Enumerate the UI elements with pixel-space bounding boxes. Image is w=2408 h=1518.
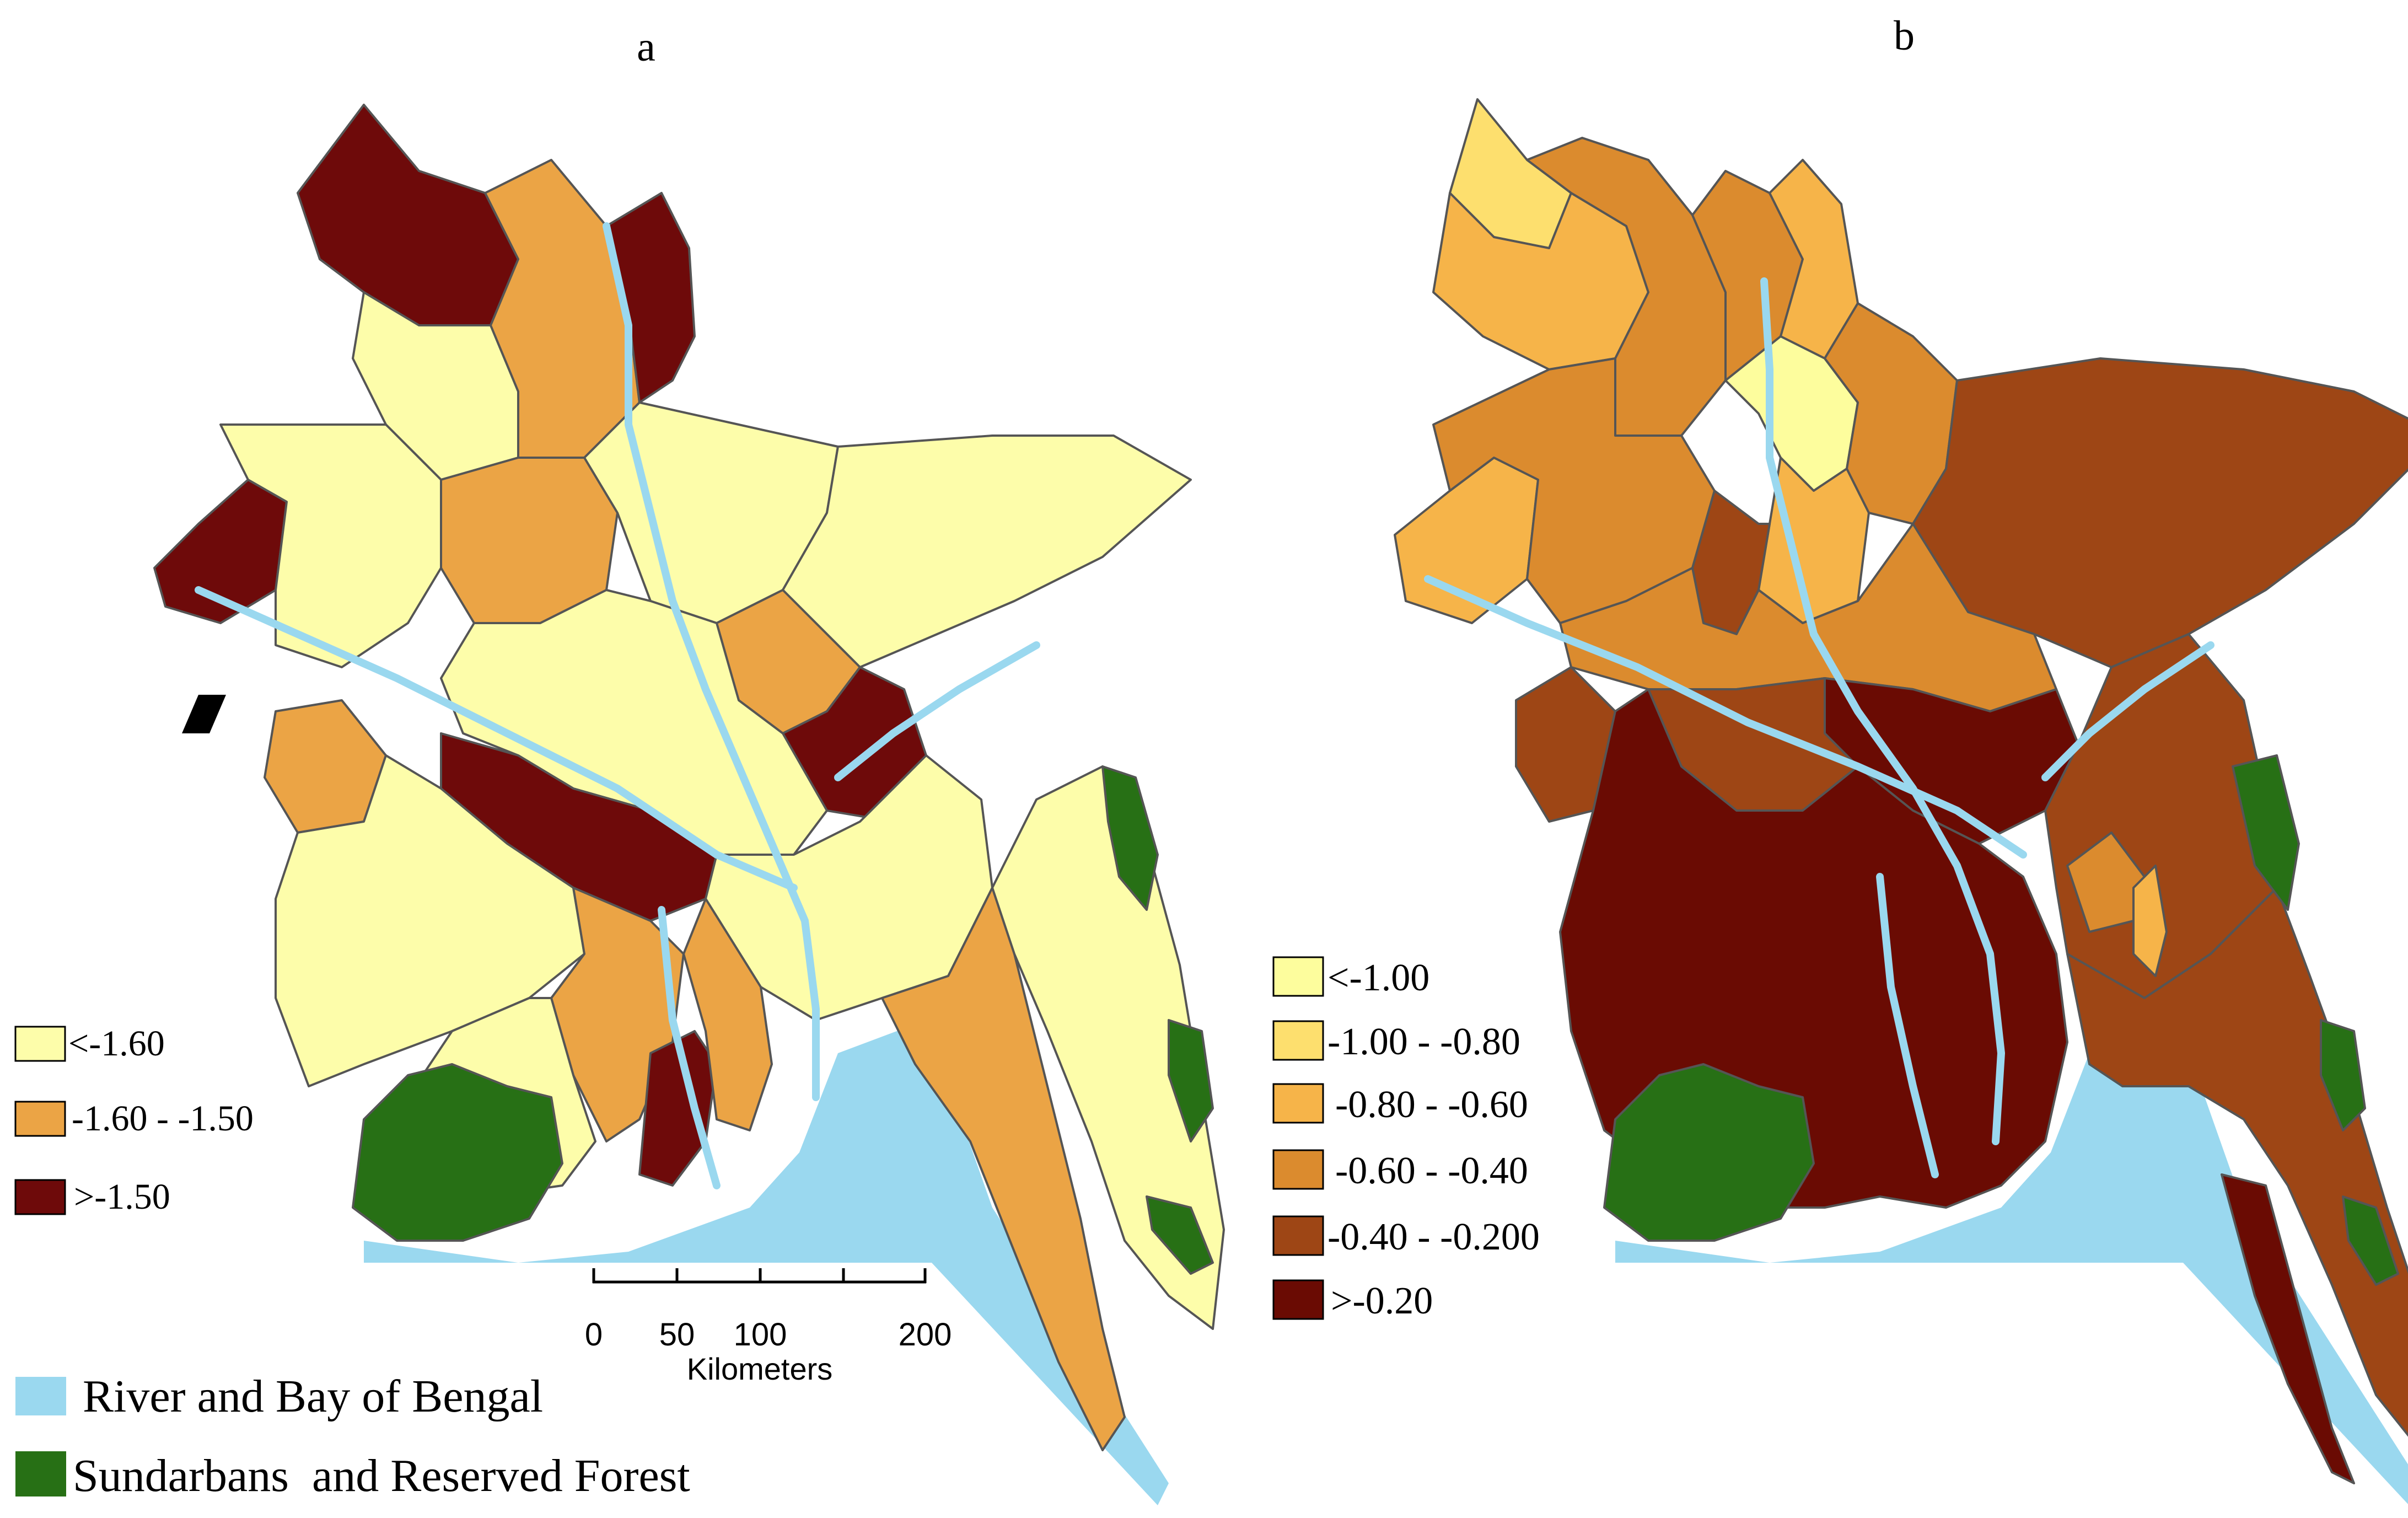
scale-tick-50: 50	[659, 1317, 695, 1353]
panel-b-legend-label-5: -0.40 - -0.200	[1327, 1216, 1540, 1258]
panel-a-legend-swatch-2	[14, 1101, 66, 1137]
panel-a-legend: <-1.60 -1.60 - -1.50 >-1.50	[14, 1023, 254, 1217]
panel-a-forest-3	[1146, 1195, 1214, 1275]
panel-b-legend-label-2: -1.00 - -0.80	[1327, 1021, 1520, 1063]
panel-b-legend-swatch-6	[1272, 1279, 1324, 1320]
panel-b-legend-swatch-3	[1272, 1083, 1324, 1124]
scale-tick-0: 0	[585, 1317, 603, 1353]
panel-a-forest-sundarbans	[352, 1063, 563, 1242]
panel-a-legend-swatch-1	[14, 1026, 66, 1062]
panel-a-sea	[364, 1020, 1169, 1505]
panel-b-label: b	[1894, 13, 1915, 59]
panel-b-region-lakshmi	[2132, 865, 2168, 977]
panel-a-islet	[182, 695, 226, 733]
panel-a-legend-label-3: >-1.50	[74, 1177, 170, 1217]
panel-b-region-cox	[2221, 1173, 2355, 1484]
scale-unit: Kilometers	[687, 1351, 833, 1386]
panel-b-legend-label-3: -0.80 - -0.60	[1335, 1083, 1528, 1126]
panel-a-region-s3	[682, 898, 773, 1131]
panel-a-region-c4	[440, 589, 828, 856]
panel-a-region-nw1	[297, 104, 519, 326]
panel-b-legend-swatch-2	[1272, 1020, 1324, 1061]
panel-b-forest-3	[2342, 1195, 2399, 1286]
panel-a-region-ne	[782, 435, 1192, 668]
panel-b-legend-swatch-5	[1272, 1215, 1324, 1256]
panel-a-legend-label-2: -1.60 - -1.50	[72, 1098, 254, 1139]
panel-a-forest-2	[1168, 1019, 1214, 1142]
panel-b-legend-swatch-1	[1272, 956, 1324, 997]
panel-b-legend-label-4: -0.60 - -0.40	[1335, 1150, 1528, 1192]
shared-legend: River and Bay of Bengal Sundarbans and R…	[15, 1371, 690, 1501]
panel-a-region-sw2	[275, 754, 585, 1087]
panel-a-legend-label-1: <-1.60	[68, 1023, 165, 1064]
panel-a-legend-swatch-3	[14, 1179, 66, 1215]
panel-b-legend-label-1: <-1.00	[1327, 957, 1429, 999]
panel-a-forest-1	[1101, 765, 1159, 911]
panel-a-label: a	[637, 24, 655, 70]
panel-a-region-w2	[219, 423, 442, 668]
scale-bar: 0 50 100 200 Kilometers	[585, 1268, 952, 1386]
panel-b-sea	[1615, 1020, 2408, 1504]
scale-tick-100: 100	[734, 1317, 787, 1353]
panel-b-forest-sundarbans	[1603, 1063, 1815, 1242]
panel-b-map-body	[1394, 98, 2408, 1504]
panel-b-forest-1	[2232, 754, 2300, 911]
panel-b-legend: <-1.00 -1.00 - -0.80 -0.80 - -0.60 -0.60…	[1272, 956, 1540, 1322]
legend-forest-swatch	[15, 1451, 66, 1496]
legend-water-swatch	[15, 1377, 66, 1415]
legend-forest-label: Sundarbans and Reserved Forest	[73, 1450, 690, 1501]
panel-a-map-body	[153, 104, 1225, 1505]
panel-b-forest-2	[2320, 1019, 2366, 1131]
panel-b-legend-swatch-4	[1272, 1149, 1324, 1190]
scale-tick-200: 200	[899, 1317, 952, 1353]
panel-b-legend-label-6: >-0.20	[1331, 1280, 1433, 1322]
legend-water-label: River and Bay of Bengal	[83, 1371, 543, 1422]
